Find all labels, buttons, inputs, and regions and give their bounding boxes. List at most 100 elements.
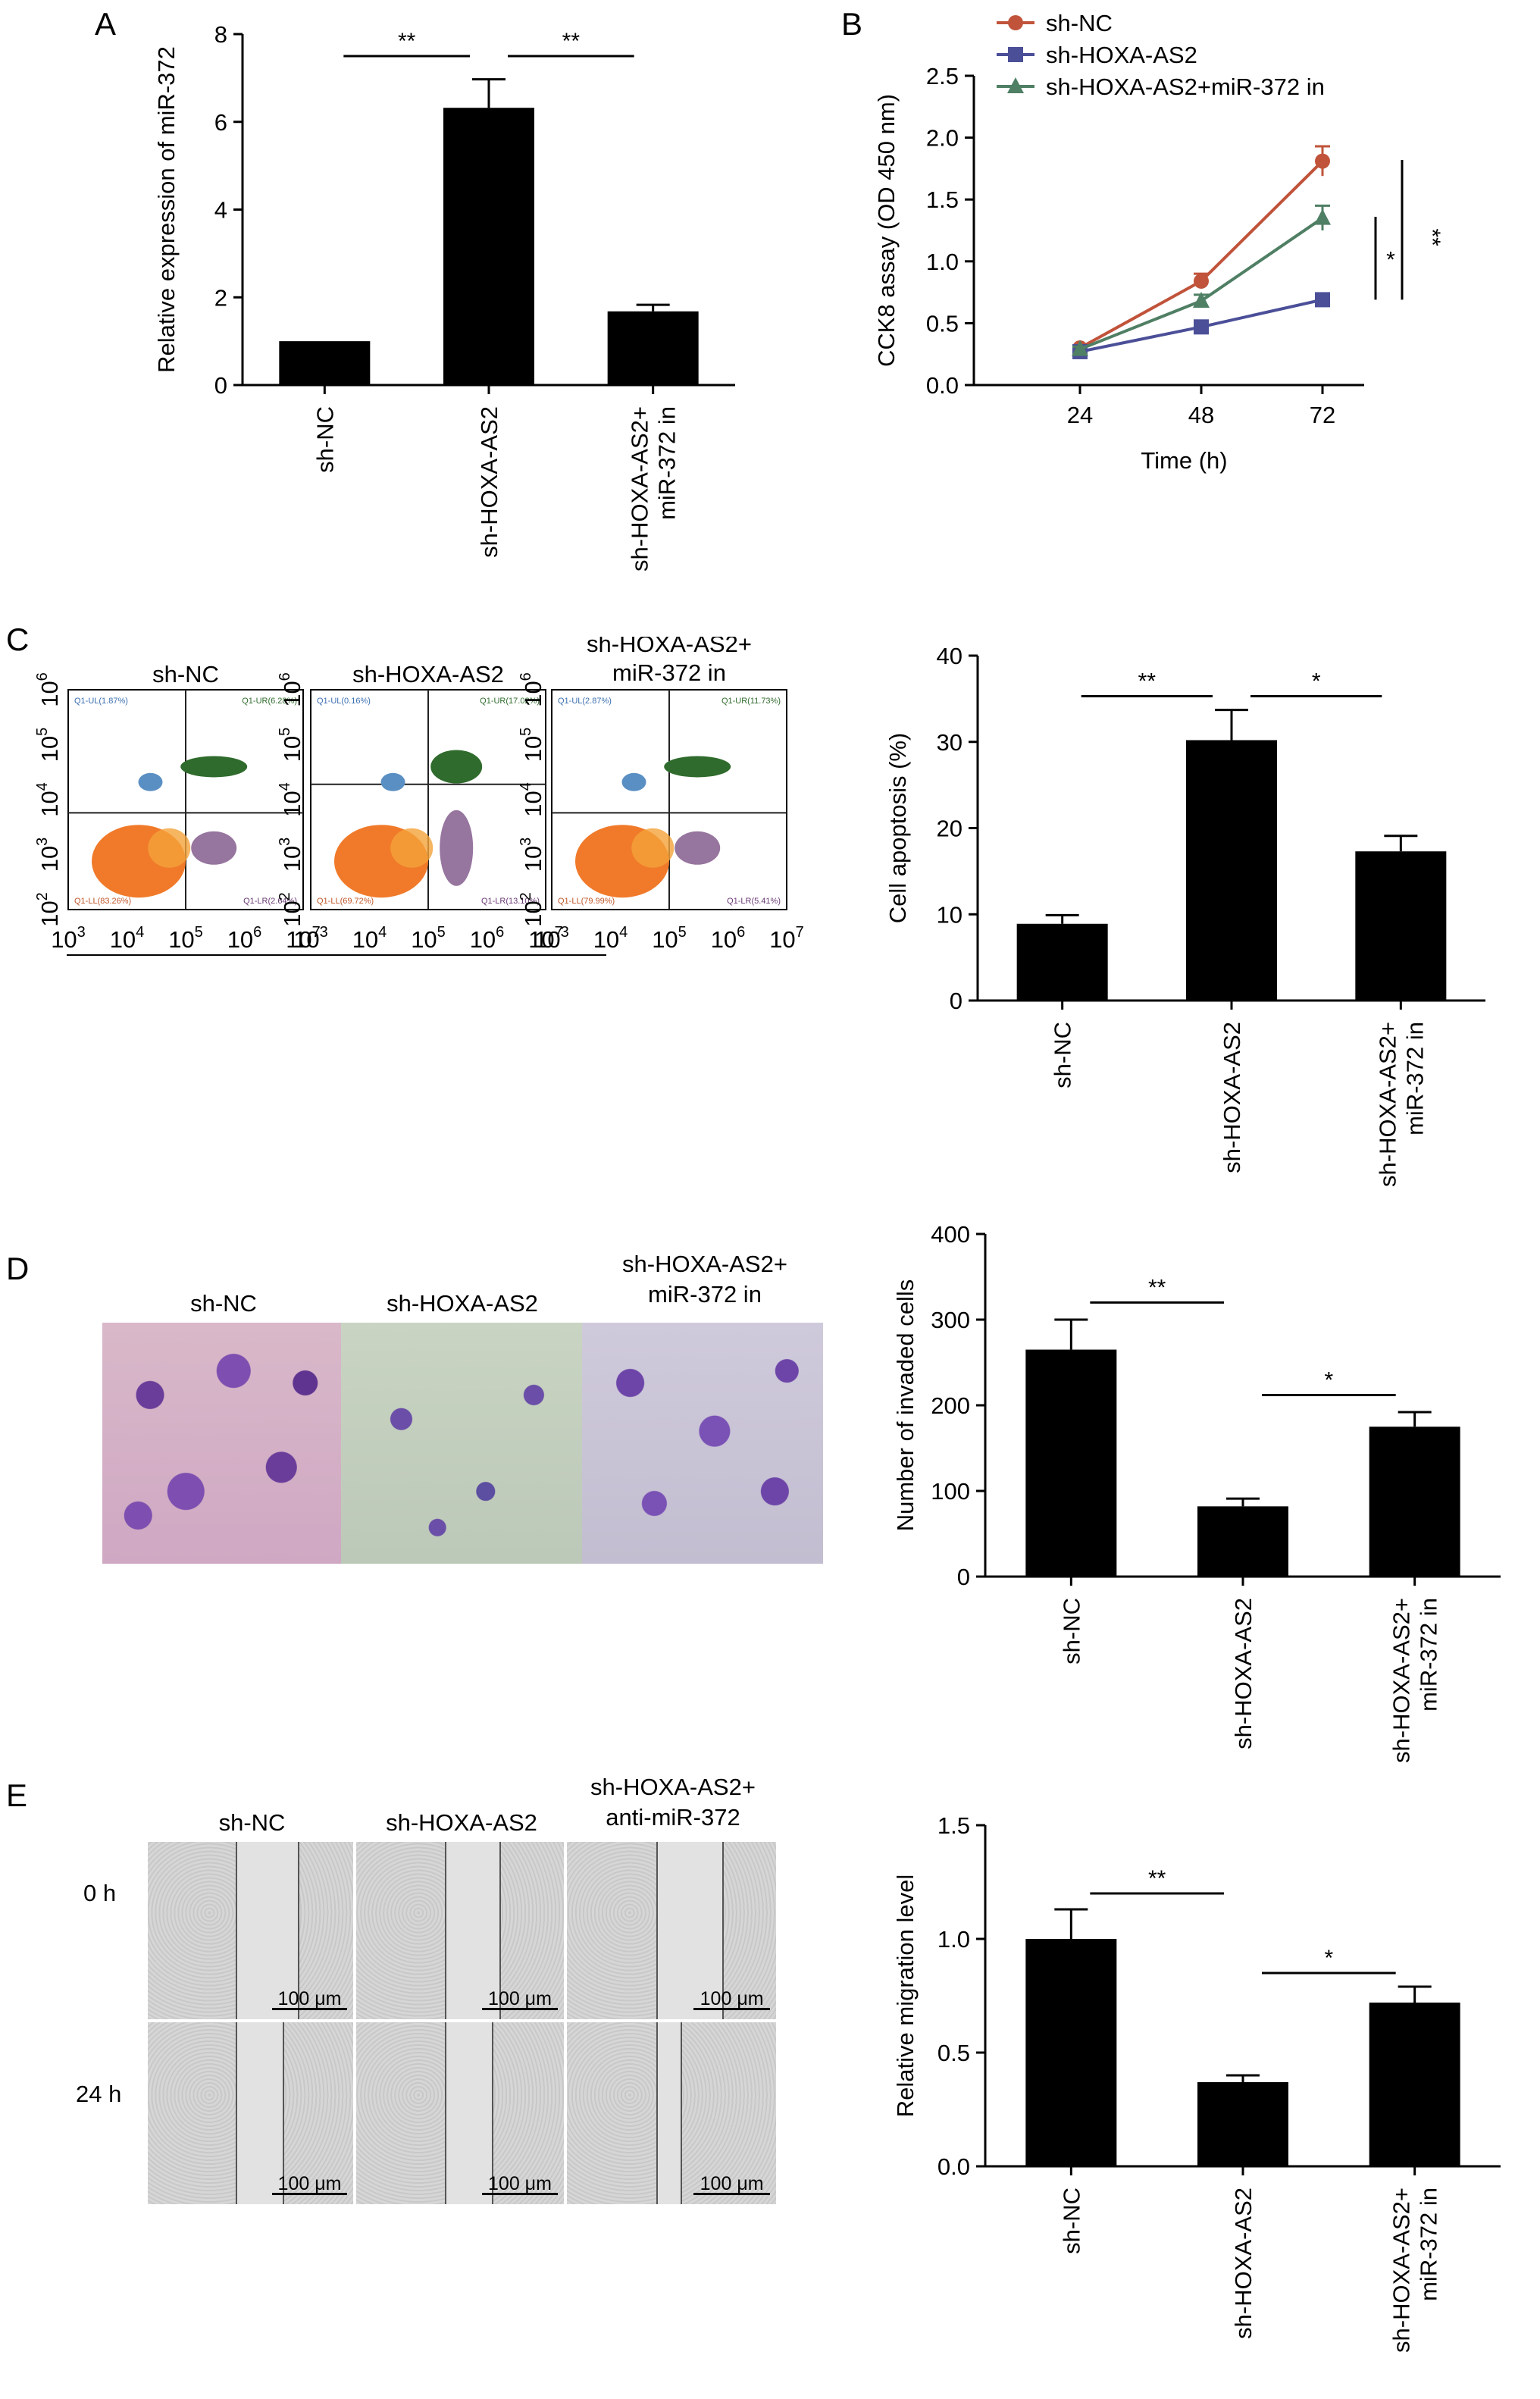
population-cluster-ur [430, 750, 483, 784]
wound-gap [235, 2022, 284, 2204]
bar [1369, 2003, 1460, 2166]
panel-label-e: E [6, 1777, 28, 1813]
y-tick-label: 1.5 [937, 1812, 970, 1839]
scale-bar-label: 100 μm [488, 1988, 552, 2009]
invasion-image-sh-nc [102, 1323, 341, 1564]
x-tick-label: sh-HOXA-AS2 [1219, 1022, 1245, 1173]
flow-y-tick-label: 102 [518, 892, 546, 927]
flow-y-tick-label: 105 [277, 728, 305, 763]
quadrant-label-lr: Q1-LR(2.64%) [243, 897, 297, 906]
x-tick-label-line: miR-372 in [654, 406, 681, 520]
significance-mark: * [1386, 248, 1395, 273]
x-tick-label-line: sh-HOXA-AS2+ [1388, 1598, 1415, 1763]
invasion-title-sh-hoxa-as2-mir: sh-HOXA-AS2+ miR-372 in [622, 1251, 787, 1308]
y-tick-label: 2.0 [926, 125, 959, 152]
significance-mark: ** [562, 29, 581, 54]
scale-bar-line [481, 2008, 558, 2010]
x-tick-label-line: sh-HOXA-AS2 [476, 406, 502, 558]
line-chart-cck8: 0.0 0.5 1.0 1.5 2.0 2.5 24 48 72 Time (h) CCK8 ass… [873, 10, 1445, 474]
flow-x-tick-label: 103 [534, 924, 569, 953]
significance-mark: ** [398, 29, 416, 54]
wound-gap [656, 1842, 724, 2019]
x-tick-label: sh-NC [1058, 2188, 1085, 2254]
y-tick-label: 2 [214, 284, 227, 311]
flow-x-tick-label: 107 [769, 924, 804, 953]
flow-plot-title: sh-NC [152, 661, 219, 687]
x-tick-label-line: sh-NC [1050, 1022, 1076, 1088]
quadrant-label-ll: Q1-LL(79.99%) [558, 897, 615, 906]
scale-bar-label: 100 μm [700, 1988, 764, 2009]
population-cluster-ll-edge [390, 828, 434, 868]
row-label-24h: 24 h [76, 2081, 122, 2107]
x-tick-label-line: sh-HOXA-AS2 [1230, 1598, 1257, 1749]
wound-image: 100 μm [567, 2022, 776, 2204]
bar [279, 341, 371, 385]
bar [607, 311, 699, 385]
population-cluster-ur [180, 756, 248, 778]
flow-x-tick-label: 107 [286, 924, 321, 953]
flow-y-tick-label: 102 [34, 892, 63, 927]
y-tick-label: 40 [937, 644, 962, 669]
bar-chart-invaded-cells: 0 100 200 300 400 Number of invaded cells sh-N… [892, 1221, 1501, 1763]
significance-mark: ** [1419, 229, 1445, 247]
x-tick-label-line: miR-372 in [1416, 1598, 1442, 1712]
significance-mark: * [1312, 669, 1321, 694]
population-cluster-lr [440, 810, 474, 886]
flow-x-tick-label: 105 [411, 924, 446, 953]
significance-mark: * [1324, 1946, 1333, 1971]
invasion-image-sh-hoxa-as2-mir [582, 1323, 823, 1564]
data-point [1315, 153, 1330, 169]
invasion-image-sh-hoxa-as2 [341, 1323, 582, 1564]
y-axis-label: Cell apoptosis (%) [884, 733, 911, 924]
quadrant-label-lr: Q1-LR(5.41%) [727, 897, 781, 906]
data-point [1072, 340, 1088, 356]
wound-healing-images: 100 μm 100 μm 100 μm 100 μm 100 μm 100 μm [148, 1842, 779, 2211]
x-tick-label-line: miR-372 in [1401, 1022, 1428, 1135]
flow-x-tick-label: 106 [227, 924, 262, 953]
y-tick-label: 10 [937, 901, 962, 928]
y-tick-label: 0.0 [937, 2153, 970, 2180]
y-tick-label: 0 [950, 988, 962, 1014]
scale-bar-line [693, 2193, 770, 2195]
y-tick-label: 100 [931, 1478, 970, 1505]
panel-label-b: B [841, 6, 863, 42]
quadrant-label-ul: Q1-UL(1.87%) [74, 697, 128, 706]
x-tick-label: sh-HOXA-AS2 [476, 406, 502, 558]
flow-plot: sh-HOXA-AS2+miR-372 in Q1-UL(2.87%) Q1-UR(… [518, 637, 804, 953]
legend-label: sh-NC [1046, 10, 1113, 36]
data-point [1314, 208, 1331, 225]
x-tick-label-line: sh-HOXA-AS2+ [627, 406, 653, 572]
y-tick-label: 4 [214, 197, 227, 224]
x-tick-label-line: sh-NC [1058, 2188, 1085, 2254]
x-tick-label: 48 [1188, 402, 1214, 428]
flow-y-tick-label: 106 [518, 672, 546, 707]
flow-x-tick-label: 106 [470, 924, 505, 953]
y-axis-label: CCK8 assay (OD 450 nm) [873, 94, 900, 367]
scale-bar: 100 μm [272, 2173, 347, 2195]
flow-x-tick-label: 105 [168, 924, 203, 953]
flow-y-tick-label: 106 [277, 672, 305, 707]
wound-gap [444, 2022, 493, 2204]
bar-chart-migration: 0.0 0.5 1.0 1.5 Relative migration level sh-N… [892, 1812, 1501, 2353]
population-cluster-ul [138, 772, 163, 791]
flow-cytometry-plots: sh-NC Q1-UL(1.87%) Q1-UR(6.28%) Q1-LL(83.26… [34, 637, 804, 956]
quadrant-label-ul: Q1-UL(0.16%) [317, 697, 371, 706]
population-cluster-lr [675, 831, 721, 865]
quadrant-label-ur: Q1-UR(11.73%) [721, 697, 781, 706]
x-tick-label: sh-HOXA-AS2+ miR-372 in [1388, 2188, 1442, 2353]
scale-bar: 100 μm [481, 2173, 558, 2195]
bar [1369, 1427, 1460, 1577]
y-tick-label: 2.5 [926, 63, 959, 89]
y-tick-label: 0 [214, 372, 227, 399]
y-tick-label: 400 [931, 1221, 970, 1248]
bar [1197, 1506, 1288, 1577]
flow-x-tick-label: 105 [652, 924, 687, 953]
x-tick-label-line: miR-372 in [1416, 2188, 1442, 2301]
scale-bar: 100 μm [693, 1988, 770, 2010]
scale-bar-label: 100 μm [277, 1988, 342, 2009]
x-tick-label: sh-HOXA-AS2 [1230, 2188, 1257, 2339]
invasion-title-sh-nc: sh-NC [190, 1290, 257, 1317]
y-tick-label: 200 [931, 1392, 970, 1419]
wound-image: 100 μm [356, 2022, 564, 2204]
x-tick-label-line: sh-NC [1058, 1598, 1085, 1665]
